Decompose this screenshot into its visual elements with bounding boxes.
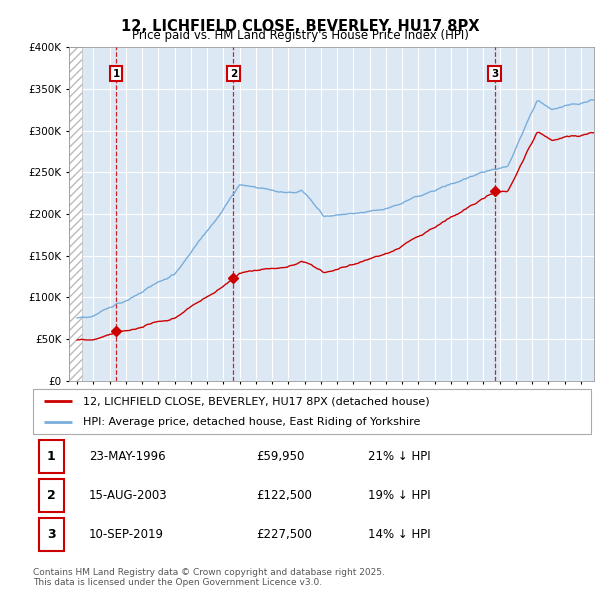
Text: 10-SEP-2019: 10-SEP-2019 <box>89 528 164 541</box>
Text: Contains HM Land Registry data © Crown copyright and database right 2025.: Contains HM Land Registry data © Crown c… <box>33 568 385 577</box>
FancyBboxPatch shape <box>33 389 591 434</box>
Text: £122,500: £122,500 <box>256 489 312 502</box>
Text: HPI: Average price, detached house, East Riding of Yorkshire: HPI: Average price, detached house, East… <box>83 417 421 427</box>
FancyBboxPatch shape <box>38 518 64 551</box>
Text: Price paid vs. HM Land Registry's House Price Index (HPI): Price paid vs. HM Land Registry's House … <box>131 30 469 42</box>
Text: 23-MAY-1996: 23-MAY-1996 <box>89 450 166 463</box>
Text: 3: 3 <box>47 528 55 541</box>
Text: 1: 1 <box>112 69 119 79</box>
Text: 21% ↓ HPI: 21% ↓ HPI <box>368 450 430 463</box>
Text: 12, LICHFIELD CLOSE, BEVERLEY, HU17 8PX: 12, LICHFIELD CLOSE, BEVERLEY, HU17 8PX <box>121 19 479 34</box>
Text: 3: 3 <box>491 69 499 79</box>
Text: £227,500: £227,500 <box>256 528 312 541</box>
Text: 12, LICHFIELD CLOSE, BEVERLEY, HU17 8PX (detached house): 12, LICHFIELD CLOSE, BEVERLEY, HU17 8PX … <box>83 396 430 407</box>
Text: 15-AUG-2003: 15-AUG-2003 <box>89 489 167 502</box>
Text: 1: 1 <box>47 450 56 463</box>
Text: This data is licensed under the Open Government Licence v3.0.: This data is licensed under the Open Gov… <box>33 578 322 587</box>
Text: 2: 2 <box>230 69 237 79</box>
FancyBboxPatch shape <box>38 440 64 473</box>
Text: £59,950: £59,950 <box>256 450 305 463</box>
Text: 14% ↓ HPI: 14% ↓ HPI <box>368 528 430 541</box>
Text: 2: 2 <box>47 489 56 502</box>
Text: 19% ↓ HPI: 19% ↓ HPI <box>368 489 430 502</box>
FancyBboxPatch shape <box>38 479 64 512</box>
